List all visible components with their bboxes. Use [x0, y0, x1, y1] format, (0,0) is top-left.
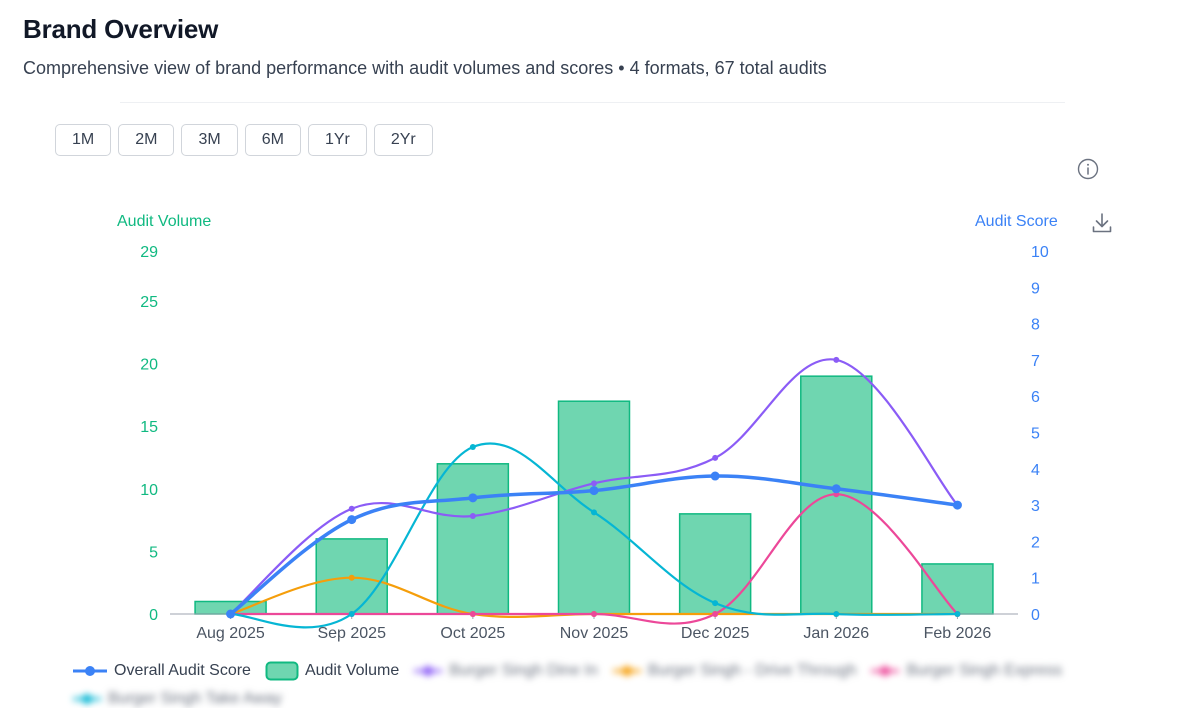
legend-item-take-away[interactable]: Burger Singh Take Away	[72, 690, 282, 708]
right-axis-tick-label: 5	[1031, 426, 1040, 443]
x-axis-tick-label: Jan 2026	[803, 625, 869, 642]
right-axis-tick-label: 1	[1031, 571, 1040, 588]
legend-bar-marker	[265, 661, 299, 681]
right-axis-tick-label: 10	[1031, 244, 1049, 261]
left-axis-tick-label: 5	[149, 544, 158, 561]
volume-bar	[678, 513, 752, 615]
legend-item-overall-score[interactable]: Overall Audit Score	[72, 662, 251, 680]
range-button-3m[interactable]: 3M	[181, 124, 238, 156]
series-point-dine-in	[833, 356, 840, 363]
legend-line-marker	[414, 666, 443, 676]
legend-line-marker	[871, 666, 900, 676]
legend-item-dine-in[interactable]: Burger Singh Dine In	[413, 662, 598, 680]
series-point-overall-score	[347, 515, 357, 525]
range-button-2m[interactable]: 2M	[118, 124, 175, 156]
left-axis-tick-label: 20	[140, 357, 158, 374]
legend-label: Burger Singh Dine In	[449, 662, 598, 679]
legend-label: Burger Singh Express	[906, 662, 1063, 679]
series-point-dine-in	[712, 454, 719, 461]
left-axis-tick-label: 25	[140, 294, 158, 311]
series-point-overall-score	[226, 609, 236, 619]
left-axis-title: Audit Volume	[117, 213, 212, 230]
series-point-drive-through	[348, 574, 355, 581]
legend-item-express[interactable]: Burger Singh Express	[870, 662, 1062, 680]
series-point-overall-score	[710, 471, 720, 481]
right-axis-title: Audit Score	[975, 213, 1058, 230]
page-subtitle: Comprehensive view of brand performance …	[23, 58, 827, 78]
x-axis-tick-label: Dec 2025	[681, 625, 750, 642]
series-point-take-away	[348, 611, 355, 617]
chart-legend: Overall Audit Score Audit Volume Burger …	[72, 661, 1062, 681]
legend-line-marker	[73, 666, 107, 676]
series-point-overall-score	[468, 493, 478, 503]
series-point-overall-score	[589, 486, 599, 496]
series-point-express	[469, 611, 476, 617]
left-axis-tick-label: 0	[149, 607, 158, 624]
volume-bar	[436, 463, 510, 615]
right-axis-tick-label: 7	[1031, 353, 1040, 370]
legend-line-marker	[612, 666, 641, 676]
x-axis-tick-label: Aug 2025	[196, 625, 265, 642]
legend-item-drive-through[interactable]: Burger Singh - Drive Through	[612, 662, 857, 680]
page-title: Brand Overview	[23, 14, 219, 44]
range-button-1m[interactable]: 1M	[55, 124, 112, 156]
right-axis-tick-label: 6	[1031, 389, 1040, 406]
series-point-take-away	[469, 444, 476, 451]
right-axis-tick-label: 0	[1031, 607, 1040, 624]
range-button-6m[interactable]: 6M	[244, 124, 301, 156]
legend-label: Overall Audit Score	[114, 662, 251, 679]
x-axis-tick-label: Nov 2025	[560, 625, 629, 642]
left-axis-tick-label: 10	[140, 482, 158, 499]
series-point-dine-in	[591, 480, 597, 487]
left-axis-tick-label: 15	[140, 419, 158, 436]
series-point-take-away	[712, 600, 719, 607]
download-icon[interactable]	[1090, 211, 1114, 235]
info-icon[interactable]	[1077, 158, 1099, 180]
series-point-express	[712, 611, 719, 617]
right-axis-tick-label: 9	[1031, 280, 1040, 297]
time-range-selector: 1M 2M 3M 6M 1Yr 2Yr	[55, 124, 433, 156]
divider	[120, 102, 1065, 103]
legend-label: Burger Singh Take Away	[108, 690, 282, 707]
series-point-take-away	[954, 611, 961, 617]
right-axis-tick-label: 8	[1031, 317, 1040, 334]
chart-canvas: 0 5 10 15 20 25 29 0 1 2 3 4 5 6 7 8 9 10 Aug 2025 Sep 2025…	[140, 244, 1049, 642]
series-point-overall-score	[952, 500, 962, 510]
series-point-overall-score	[831, 484, 841, 494]
legend-label: Burger Singh - Drive Through	[647, 662, 857, 679]
legend-label: Audit Volume	[304, 662, 400, 679]
x-axis-tick-label: Sep 2025	[317, 625, 386, 642]
volume-bar	[557, 400, 631, 615]
series-point-dine-in	[348, 505, 355, 512]
right-axis-tick-label: 3	[1031, 498, 1040, 515]
legend-item-audit-volume[interactable]: Audit Volume	[265, 661, 399, 681]
left-axis-tick-label: 29	[140, 244, 158, 261]
x-axis-tick-label: Feb 2026	[924, 625, 992, 642]
series-point-dine-in	[469, 512, 476, 519]
right-axis-tick-label: 4	[1031, 462, 1040, 479]
series-point-express	[591, 611, 597, 617]
range-button-1yr[interactable]: 1Yr	[307, 124, 367, 156]
range-button-2yr[interactable]: 2Yr	[373, 124, 433, 156]
right-axis-tick-label: 2	[1031, 534, 1040, 551]
x-axis-tick-label: Oct 2025	[440, 625, 505, 642]
series-point-take-away	[591, 509, 597, 516]
series-point-take-away	[833, 611, 840, 617]
volume-bar	[921, 563, 994, 615]
legend-line-marker	[73, 694, 101, 704]
